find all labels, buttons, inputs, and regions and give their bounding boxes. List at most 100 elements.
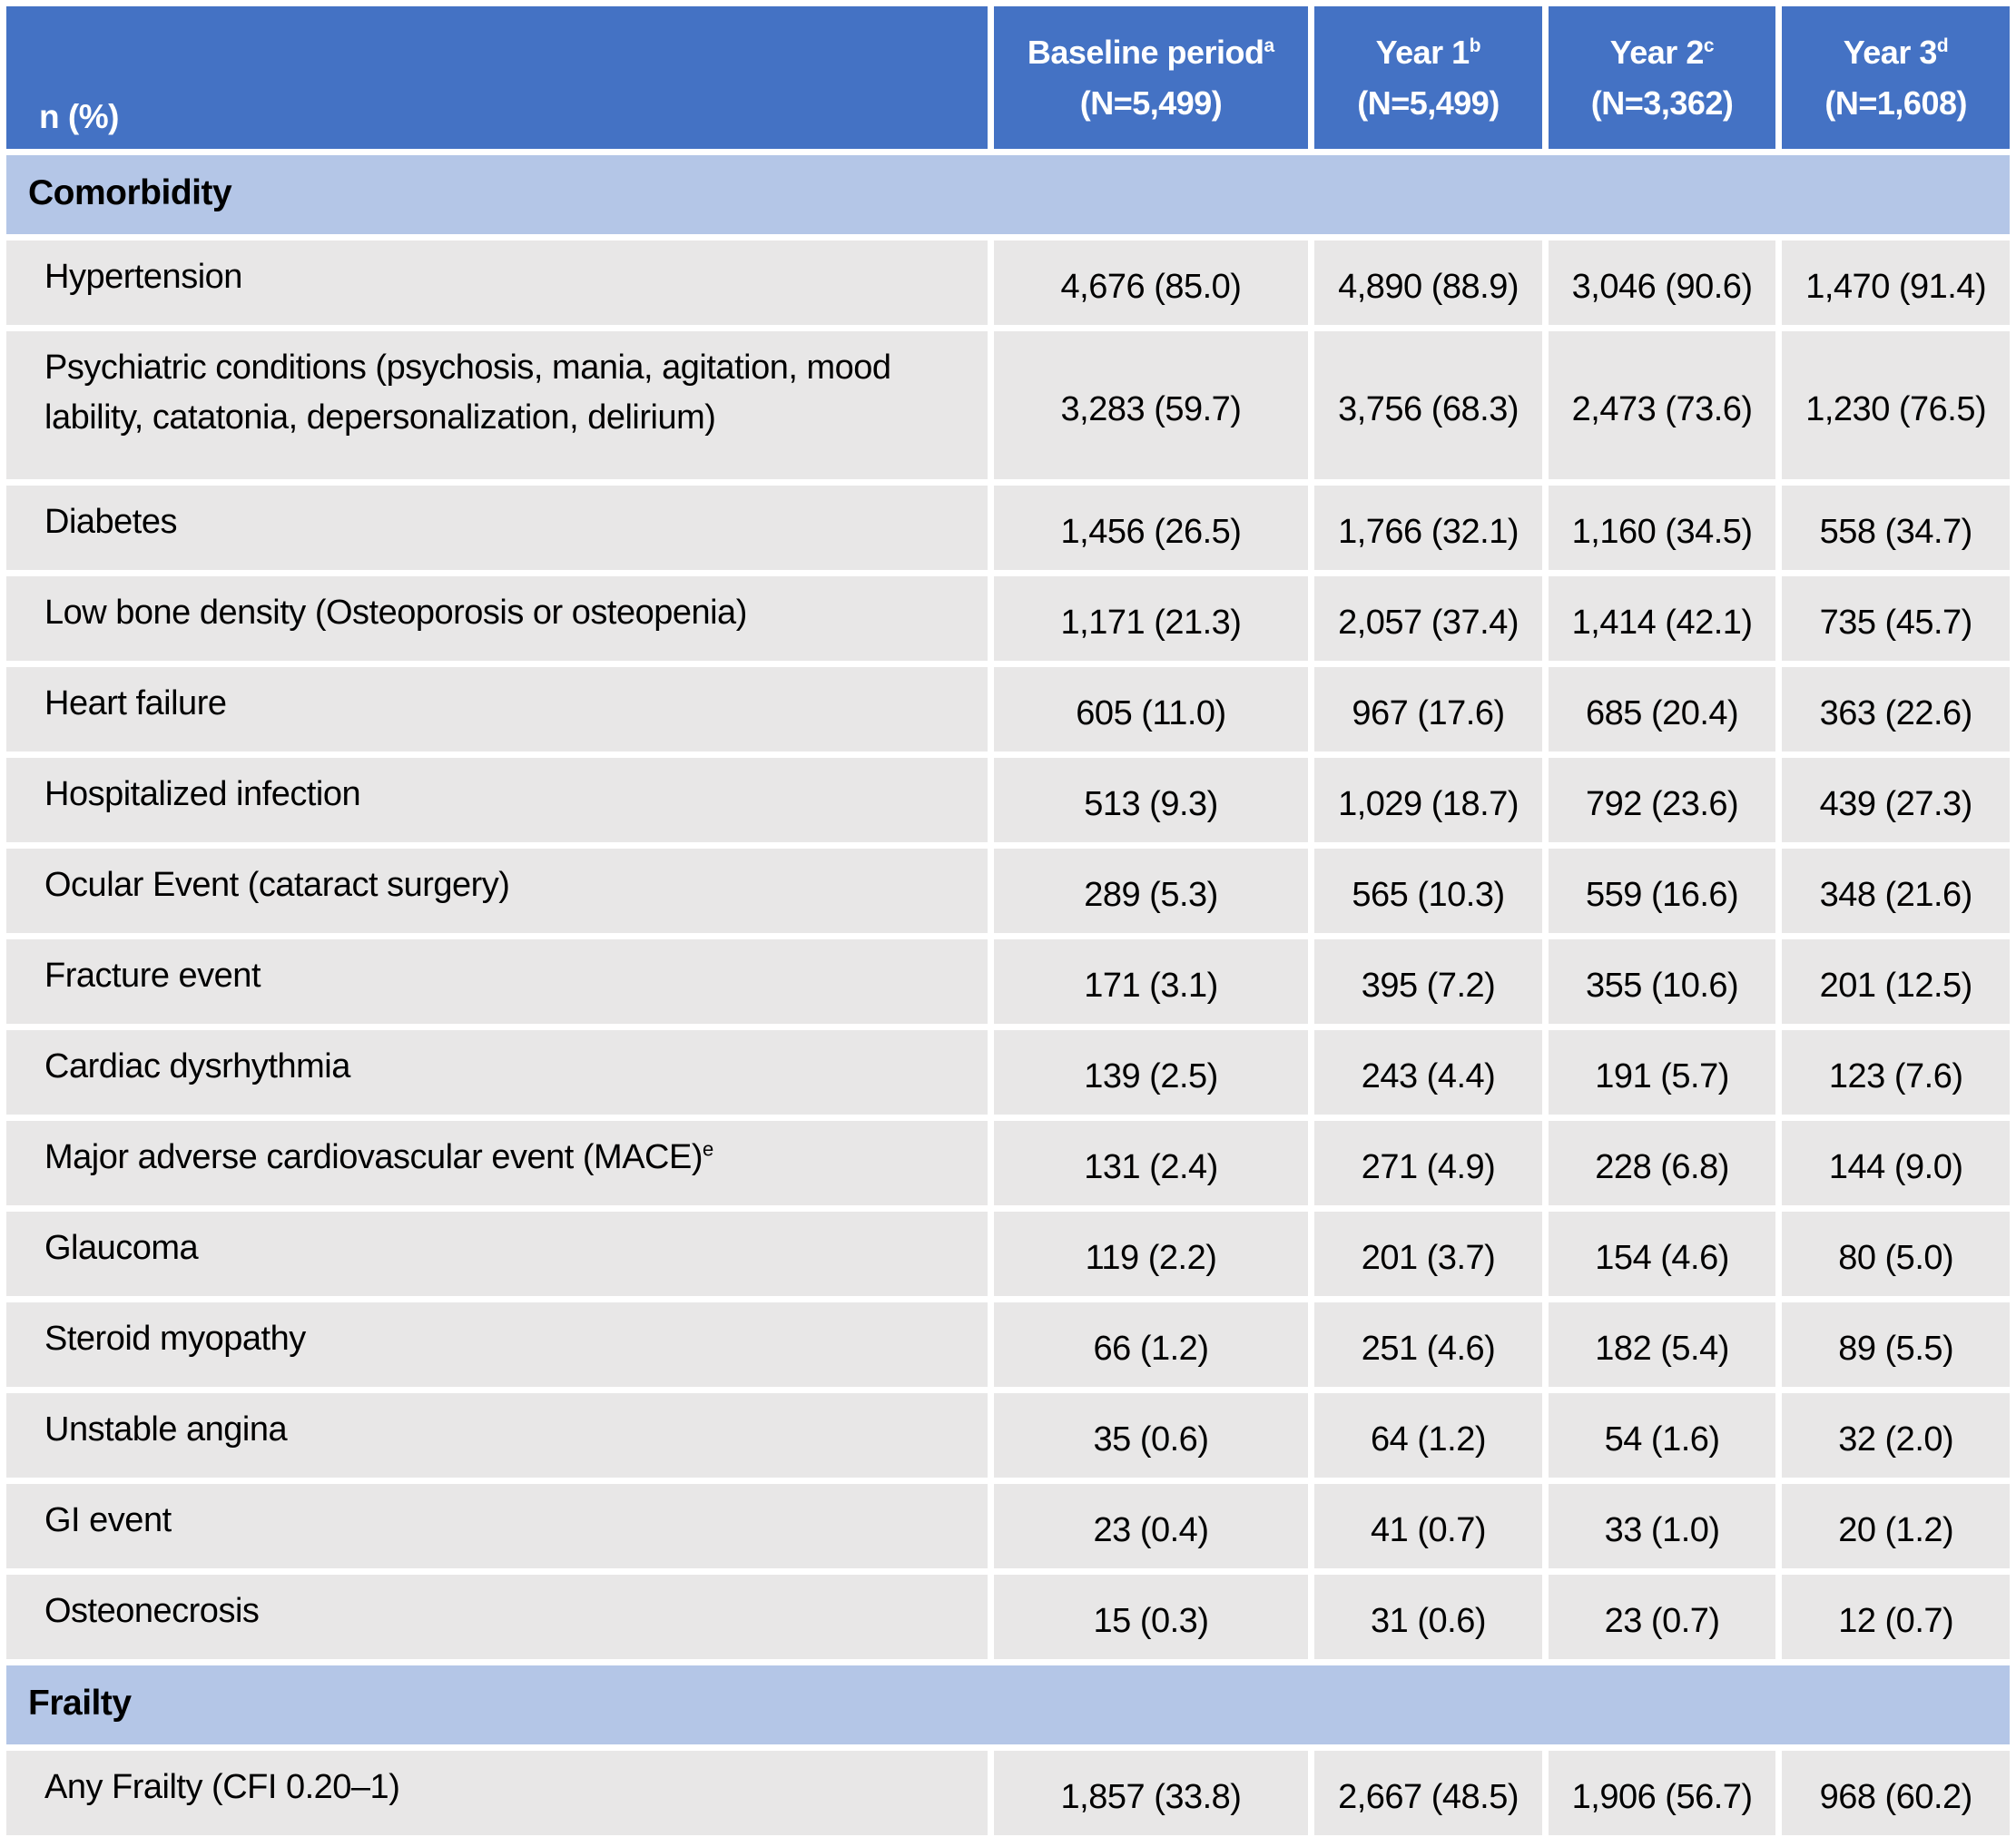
table-row: Fracture event 171 (3.1) 395 (7.2) 355 (10.…	[6, 939, 2010, 1024]
table-header: n (%) Baseline perioda (N=5,499) Year 1b (N…	[6, 6, 2010, 149]
column-header-3: Year 2c (N=3,362)	[1548, 6, 1776, 149]
value-cell: 289 (5.3)	[993, 849, 1309, 933]
value-cell: 1,230 (76.5)	[1782, 331, 2010, 479]
table-row: Unstable angina 35 (0.6) 64 (1.2) 54 (1.6) 3…	[6, 1393, 2010, 1478]
value-cell: 123 (7.6)	[1782, 1030, 2010, 1115]
corner-header: n (%)	[6, 6, 988, 149]
value-cell: 119 (2.2)	[993, 1212, 1309, 1296]
value-cell: 54 (1.6)	[1548, 1393, 1776, 1478]
value-cell: 80 (5.0)	[1782, 1212, 2010, 1296]
row-label: Unstable angina	[6, 1393, 988, 1478]
value-cell: 1,766 (32.1)	[1314, 486, 1542, 570]
value-cell: 154 (4.6)	[1548, 1212, 1776, 1296]
value-cell: 1,160 (34.5)	[1548, 486, 1776, 570]
value-cell: 33 (1.0)	[1548, 1484, 1776, 1568]
value-cell: 12 (0.7)	[1782, 1575, 2010, 1659]
row-label: Cardiac dysrhythmia	[6, 1030, 988, 1115]
value-cell: 243 (4.4)	[1314, 1030, 1542, 1115]
value-cell: 35 (0.6)	[993, 1393, 1309, 1478]
column-header-1: Baseline perioda (N=5,499)	[993, 6, 1309, 149]
row-label: Heart failure	[6, 667, 988, 752]
table-row: Cardiac dysrhythmia 139 (2.5) 243 (4.4) 191…	[6, 1030, 2010, 1115]
value-cell: 201 (12.5)	[1782, 939, 2010, 1024]
value-cell: 64 (1.2)	[1314, 1393, 1542, 1478]
value-cell: 66 (1.2)	[993, 1302, 1309, 1387]
table-row: Hospitalized infection 513 (9.3) 1,029 (18…	[6, 758, 2010, 842]
value-cell: 558 (34.7)	[1782, 486, 2010, 570]
value-cell: 565 (10.3)	[1314, 849, 1542, 933]
value-cell: 1,456 (26.5)	[993, 486, 1309, 570]
table-row: Glaucoma 119 (2.2) 201 (3.7) 154 (4.6) 80 (5…	[6, 1212, 2010, 1296]
value-cell: 1,857 (33.8)	[993, 1751, 1309, 1835]
value-cell: 251 (4.6)	[1314, 1302, 1542, 1387]
value-cell: 271 (4.9)	[1314, 1121, 1542, 1205]
value-cell: 23 (0.4)	[993, 1484, 1309, 1568]
value-cell: 20 (1.2)	[1782, 1484, 2010, 1568]
value-cell: 144 (9.0)	[1782, 1121, 2010, 1205]
value-cell: 1,906 (56.7)	[1548, 1751, 1776, 1835]
section-row: Comorbidity	[6, 155, 2010, 234]
row-label: Hypertension	[6, 241, 988, 325]
table-row: Psychiatric conditions (psychosis, mania…	[6, 331, 2010, 479]
value-cell: 131 (2.4)	[993, 1121, 1309, 1205]
table-row: Osteonecrosis 15 (0.3) 31 (0.6) 23 (0.7) 12 …	[6, 1575, 2010, 1659]
table-body: Comorbidity Hypertension 4,676 (85.0) 4,890…	[6, 155, 2010, 1837]
value-cell: 395 (7.2)	[1314, 939, 1542, 1024]
value-cell: 967 (17.6)	[1314, 667, 1542, 752]
value-cell: 4,676 (85.0)	[993, 241, 1309, 325]
row-label: Hospitalized infection	[6, 758, 988, 842]
table-row: Steroid myopathy 66 (1.2) 251 (4.6) 182 (5.…	[6, 1302, 2010, 1387]
value-cell: 1,470 (91.4)	[1782, 241, 2010, 325]
value-cell: 3,283 (59.7)	[993, 331, 1309, 479]
row-label: Any Frailty (CFI 0.20–1)	[6, 1751, 988, 1835]
section-title: Comorbidity	[6, 155, 2010, 234]
value-cell: 23 (0.7)	[1548, 1575, 1776, 1659]
table-row: Ocular Event (cataract surgery) 289 (5.3)…	[6, 849, 2010, 933]
section-title: Frailty	[6, 1665, 2010, 1744]
value-cell: 1,414 (42.1)	[1548, 576, 1776, 661]
value-cell: 439 (27.3)	[1782, 758, 2010, 842]
column-header-2: Year 1b (N=5,499)	[1314, 6, 1542, 149]
column-header-4: Year 3d (N=1,608)	[1782, 6, 2010, 149]
value-cell: 355 (10.6)	[1548, 939, 1776, 1024]
value-cell: 31 (0.6)	[1314, 1575, 1542, 1659]
row-label: Steroid myopathy	[6, 1302, 988, 1387]
row-label: GI event	[6, 1484, 988, 1568]
value-cell: 1,029 (18.7)	[1314, 758, 1542, 842]
value-cell: 3,046 (90.6)	[1548, 241, 1776, 325]
value-cell: 348 (21.6)	[1782, 849, 2010, 933]
value-cell: 559 (16.6)	[1548, 849, 1776, 933]
table-row: Diabetes 1,456 (26.5) 1,766 (32.1) 1,160 (3…	[6, 486, 2010, 570]
row-label: Osteonecrosis	[6, 1575, 988, 1659]
value-cell: 89 (5.5)	[1782, 1302, 2010, 1387]
value-cell: 41 (0.7)	[1314, 1484, 1542, 1568]
table-row: Hypertension 4,676 (85.0) 4,890 (88.9) 3,04…	[6, 241, 2010, 325]
value-cell: 228 (6.8)	[1548, 1121, 1776, 1205]
table-row: Major adverse cardiovascular event (MACE…	[6, 1121, 2010, 1205]
value-cell: 968 (60.2)	[1782, 1751, 2010, 1835]
value-cell: 685 (20.4)	[1548, 667, 1776, 752]
value-cell: 3,756 (68.3)	[1314, 331, 1542, 479]
value-cell: 139 (2.5)	[993, 1030, 1309, 1115]
table-row: GI event 23 (0.4) 41 (0.7) 33 (1.0) 20 (1.2)	[6, 1484, 2010, 1568]
table-row: Low bone density (Osteoporosis or osteop…	[6, 576, 2010, 661]
value-cell: 363 (22.6)	[1782, 667, 2010, 752]
row-label: Ocular Event (cataract surgery)	[6, 849, 988, 933]
value-cell: 201 (3.7)	[1314, 1212, 1542, 1296]
value-cell: 735 (45.7)	[1782, 576, 2010, 661]
value-cell: 1,171 (21.3)	[993, 576, 1309, 661]
value-cell: 792 (23.6)	[1548, 758, 1776, 842]
value-cell: 605 (11.0)	[993, 667, 1309, 752]
row-label: Major adverse cardiovascular event (MACE…	[6, 1121, 988, 1205]
value-cell: 182 (5.4)	[1548, 1302, 1776, 1387]
row-label: Low bone density (Osteoporosis or osteop…	[6, 576, 988, 661]
value-cell: 2,473 (73.6)	[1548, 331, 1776, 479]
value-cell: 513 (9.3)	[993, 758, 1309, 842]
header-row: n (%) Baseline perioda (N=5,499) Year 1b (N…	[6, 6, 2010, 149]
row-label: Fracture event	[6, 939, 988, 1024]
table-row: Heart failure 605 (11.0) 967 (17.6) 685 (20…	[6, 667, 2010, 752]
row-label: Diabetes	[6, 486, 988, 570]
value-cell: 15 (0.3)	[993, 1575, 1309, 1659]
